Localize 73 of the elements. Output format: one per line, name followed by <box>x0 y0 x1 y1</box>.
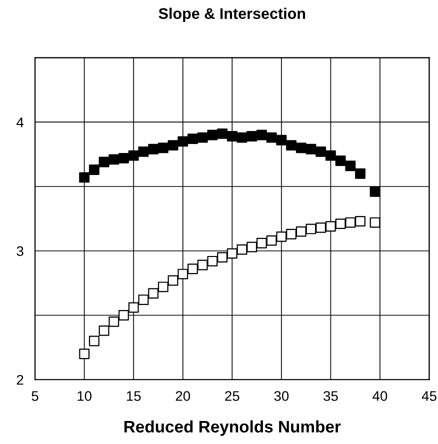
point <box>345 217 356 228</box>
point <box>168 275 178 286</box>
point <box>168 140 178 150</box>
y-tick-label: 3 <box>16 246 24 256</box>
point <box>266 235 277 246</box>
point <box>355 216 366 226</box>
point <box>370 217 380 228</box>
point <box>335 156 346 166</box>
point <box>79 172 90 183</box>
point <box>207 256 218 266</box>
point <box>138 294 149 305</box>
y-tick-label: 2 <box>16 374 24 385</box>
chart-title: Slope & Intersection <box>158 8 306 22</box>
x-tick-label: 30 <box>274 391 289 401</box>
point <box>236 244 248 255</box>
point <box>158 142 168 154</box>
point <box>158 282 168 292</box>
point <box>88 164 100 175</box>
point <box>370 186 380 197</box>
point <box>197 260 208 270</box>
point <box>266 132 277 143</box>
point <box>345 160 356 172</box>
point <box>355 168 366 179</box>
x-tick-label: 15 <box>126 391 141 401</box>
point <box>316 222 326 233</box>
point <box>138 146 149 157</box>
point <box>226 131 238 142</box>
point <box>148 288 159 299</box>
point <box>207 130 218 140</box>
point <box>108 316 120 327</box>
point <box>316 146 326 157</box>
point <box>188 264 198 274</box>
x-tick-label: 40 <box>372 391 388 401</box>
y-tick-label: 4 <box>16 118 24 128</box>
point <box>128 302 139 313</box>
point <box>335 218 346 230</box>
point <box>246 242 258 252</box>
point <box>256 238 267 248</box>
point <box>148 144 159 154</box>
point <box>325 221 336 232</box>
point <box>286 140 296 150</box>
point <box>128 150 139 161</box>
point <box>88 336 100 346</box>
point <box>178 136 188 147</box>
point <box>118 310 129 320</box>
point <box>306 144 316 154</box>
point <box>108 154 120 165</box>
point <box>217 252 228 263</box>
point <box>98 156 110 168</box>
x-tick-label: 10 <box>78 391 92 401</box>
point <box>79 348 90 360</box>
x-tick-label: 45 <box>422 391 436 401</box>
point <box>276 231 287 242</box>
point <box>236 132 248 143</box>
point <box>246 131 258 142</box>
point <box>217 128 228 139</box>
x-tick-label: 5 <box>32 391 38 401</box>
point <box>296 142 306 154</box>
point <box>296 226 306 237</box>
point <box>178 268 188 280</box>
x-tick-label: 35 <box>323 391 338 401</box>
point <box>226 248 238 259</box>
x-tick-label: 20 <box>176 391 190 401</box>
point <box>197 132 208 143</box>
point <box>98 325 110 336</box>
x-axis-title: Reduced Reynolds Number <box>124 420 341 436</box>
point <box>325 150 336 161</box>
point <box>256 130 267 140</box>
point <box>276 134 287 146</box>
point <box>188 134 198 144</box>
point <box>118 152 129 164</box>
x-tick-label: 25 <box>225 391 240 401</box>
point <box>286 228 296 240</box>
